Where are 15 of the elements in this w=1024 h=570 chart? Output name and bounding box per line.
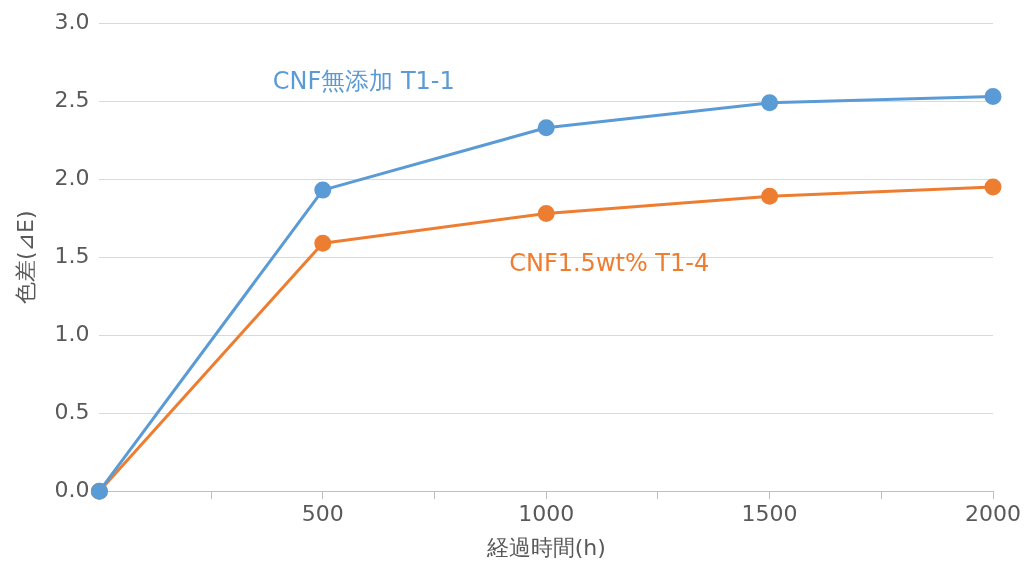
y-tick-label: 0.5 [54, 398, 90, 424]
x-tick-label: 2000 [965, 501, 1022, 527]
y-axis-title: 色差(⊿E) [12, 210, 38, 304]
y-tick-label: 2.5 [54, 86, 90, 112]
y-tick-label: 1.0 [54, 320, 90, 346]
series-label: CNF1.5wt% T1-4 [509, 248, 710, 277]
x-tick-label: 1000 [518, 501, 575, 527]
y-tick-label: 2.0 [54, 164, 90, 190]
x-axis-title: 経過時間(h) [485, 534, 606, 560]
y-tick-label: 3.0 [54, 8, 90, 34]
x-tick-label: 1500 [741, 501, 798, 527]
x-tick-label: 500 [301, 501, 344, 527]
text: CNF無添加 T1-1 [272, 67, 455, 96]
y-tick-label: 1.5 [54, 242, 90, 268]
y-tick-label: 0.0 [54, 476, 90, 502]
